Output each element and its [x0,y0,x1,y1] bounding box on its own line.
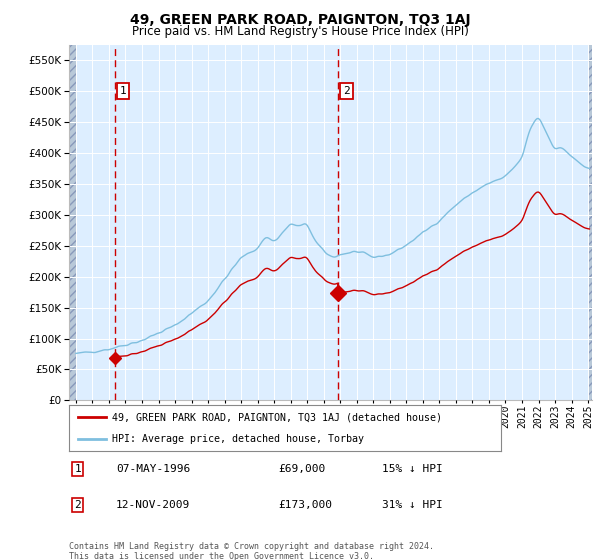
Text: 1: 1 [74,464,81,474]
Text: £173,000: £173,000 [278,500,332,510]
Text: 31% ↓ HPI: 31% ↓ HPI [382,500,443,510]
Text: HPI: Average price, detached house, Torbay: HPI: Average price, detached house, Torb… [112,435,364,444]
Text: 49, GREEN PARK ROAD, PAIGNTON, TQ3 1AJ (detached house): 49, GREEN PARK ROAD, PAIGNTON, TQ3 1AJ (… [112,412,442,422]
Text: 07-MAY-1996: 07-MAY-1996 [116,464,190,474]
Text: 15% ↓ HPI: 15% ↓ HPI [382,464,443,474]
Text: £69,000: £69,000 [278,464,325,474]
Bar [69,45,76,400]
Bar [588,45,592,400]
Text: Contains HM Land Registry data © Crown copyright and database right 2024.
This d: Contains HM Land Registry data © Crown c… [69,542,434,560]
Text: 2: 2 [343,86,350,96]
Text: Price paid vs. HM Land Registry's House Price Index (HPI): Price paid vs. HM Land Registry's House … [131,25,469,38]
Text: 1: 1 [120,86,127,96]
Text: 12-NOV-2009: 12-NOV-2009 [116,500,190,510]
Text: 2: 2 [74,500,81,510]
Text: 49, GREEN PARK ROAD, PAIGNTON, TQ3 1AJ: 49, GREEN PARK ROAD, PAIGNTON, TQ3 1AJ [130,13,470,27]
